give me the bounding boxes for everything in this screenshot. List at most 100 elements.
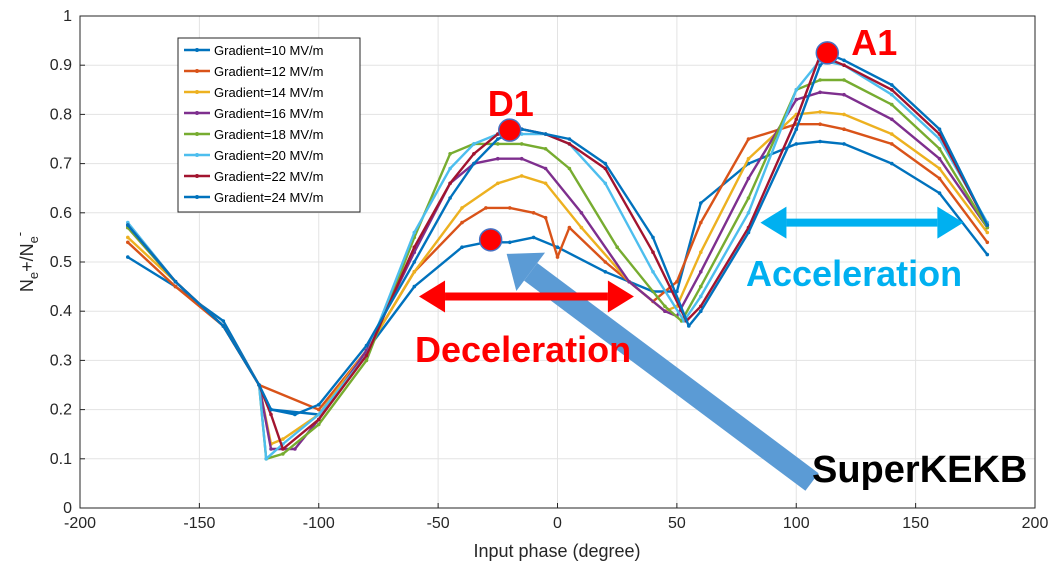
data-point xyxy=(567,142,572,146)
data-point xyxy=(890,142,894,146)
data-point xyxy=(818,63,822,67)
data-point xyxy=(448,152,452,156)
data-point xyxy=(818,139,822,144)
data-point xyxy=(543,166,548,171)
data-point xyxy=(448,166,452,171)
data-point xyxy=(890,88,894,92)
data-point xyxy=(364,353,369,358)
data-point xyxy=(985,240,990,245)
data-point xyxy=(651,270,655,274)
label-acceleration: Acceleration xyxy=(746,253,962,294)
legend-entry: Gradient=24 MV/m xyxy=(214,190,323,205)
data-point xyxy=(842,142,846,146)
data-point xyxy=(603,166,608,171)
data-point xyxy=(496,142,500,146)
data-point xyxy=(699,309,703,314)
data-point xyxy=(794,97,799,102)
data-point xyxy=(663,304,667,309)
series-line xyxy=(126,78,989,460)
data-point xyxy=(615,245,619,249)
y-tick-label: 0.1 xyxy=(50,451,72,468)
legend-box xyxy=(177,37,361,213)
data-point xyxy=(627,279,631,284)
data-point xyxy=(472,142,476,146)
legend: Gradient=10 MV/m Gradient=12 MV/m Gradient… xyxy=(177,37,361,213)
data-point xyxy=(890,117,894,122)
legend-marker xyxy=(195,174,199,178)
data-point xyxy=(890,132,894,136)
data-point xyxy=(555,255,560,259)
legend-marker xyxy=(195,111,199,115)
data-point xyxy=(842,112,846,117)
y-tick-label: 0.3 xyxy=(50,352,72,369)
data-point xyxy=(317,407,321,412)
legend-marker xyxy=(195,153,199,157)
x-axis-label: Input phase (degree) xyxy=(473,541,640,561)
data-point xyxy=(126,255,130,259)
data-point xyxy=(543,215,548,220)
x-tick-label: 150 xyxy=(902,515,929,532)
label-deceleration: Deceleration xyxy=(415,329,631,370)
data-point xyxy=(746,211,751,215)
grid xyxy=(80,16,1035,508)
superkekb-arrow-shaft xyxy=(524,263,819,491)
deceleration-arrow xyxy=(419,280,634,313)
acceleration-arrow-head-left xyxy=(760,206,787,239)
data-point xyxy=(794,117,799,122)
data-point xyxy=(543,147,548,151)
data-point xyxy=(126,240,130,245)
data-point xyxy=(842,92,846,97)
data-point xyxy=(579,225,584,230)
legend-entry: Gradient=16 MV/m xyxy=(214,106,323,121)
data-point xyxy=(412,230,417,235)
data-point xyxy=(173,284,178,289)
data-point xyxy=(412,260,417,264)
data-point xyxy=(412,270,417,274)
data-point xyxy=(257,383,261,387)
y-tick-label: 0.9 xyxy=(50,57,72,74)
data-point xyxy=(675,279,679,284)
data-point xyxy=(269,407,273,412)
x-tick-label: 200 xyxy=(1022,515,1048,532)
y-tick-label: 1 xyxy=(63,8,72,25)
x-tick-label: 100 xyxy=(783,515,810,532)
acceleration-arrow xyxy=(760,206,964,239)
data-point xyxy=(818,78,822,82)
data-point xyxy=(699,270,703,274)
data-point xyxy=(531,235,536,240)
y-tick-label: 0.7 xyxy=(50,156,72,173)
data-point xyxy=(746,196,751,200)
legend-entry: Gradient=12 MV/m xyxy=(214,64,323,79)
data-point xyxy=(317,422,321,427)
data-point xyxy=(890,161,894,166)
annotation-marker xyxy=(478,228,503,252)
y-tick-label: 0.6 xyxy=(50,205,72,222)
y-tick-label: 0.8 xyxy=(50,106,72,123)
y-label-mid: +/N xyxy=(17,243,37,272)
deceleration-arrow-head-right xyxy=(607,280,634,313)
data-point xyxy=(281,447,285,451)
data-point xyxy=(460,245,464,249)
legend-entry: Gradient=18 MV/m xyxy=(214,127,323,142)
data-point xyxy=(746,230,751,235)
acceleration-arrow-head-right xyxy=(937,206,964,239)
x-tick-label: -100 xyxy=(303,515,335,532)
data-point xyxy=(937,191,942,195)
data-point xyxy=(579,211,584,215)
data-point xyxy=(842,63,846,67)
data-point xyxy=(221,319,226,323)
data-point xyxy=(937,166,942,171)
data-point xyxy=(567,225,572,230)
legend-entry: Gradient=14 MV/m xyxy=(214,85,323,100)
data-point xyxy=(746,176,751,181)
annotation-marker xyxy=(815,41,840,65)
data-point xyxy=(412,245,417,249)
data-point xyxy=(890,83,894,87)
x-tick-label: 50 xyxy=(668,515,686,532)
data-point xyxy=(519,174,524,178)
annotations: D1 A1 Deceleration Acceleration SuperKEKB xyxy=(415,22,1027,491)
data-point xyxy=(699,220,703,225)
data-point xyxy=(364,358,369,363)
data-point xyxy=(555,245,560,249)
